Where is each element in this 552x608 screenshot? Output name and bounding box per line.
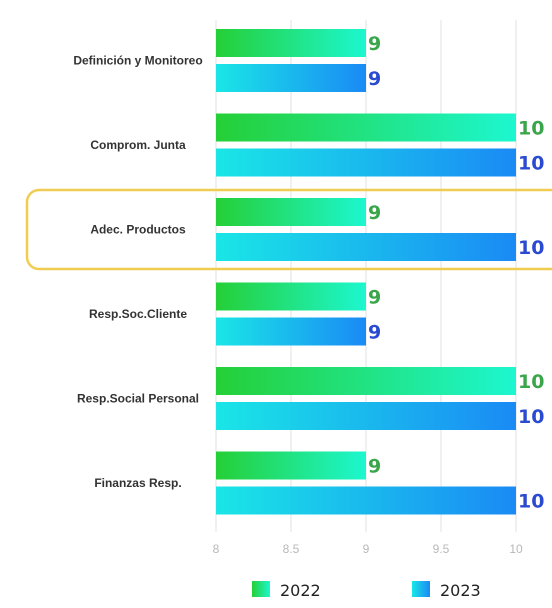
value-label-2022-definicion-y-monitoreo: 9 (368, 33, 381, 55)
value-label-2023-resp-soc-cliente: 9 (368, 322, 381, 344)
highlight-layer (25, 188, 552, 271)
x-tick-label: 9.5 (433, 542, 450, 556)
value-labels: 9 9 10 10 9 10 9 9 10 10 9 10 (368, 33, 544, 513)
bar-2023-finanzas-resp (216, 486, 516, 515)
bar-2023-resp-soc-cliente (216, 317, 366, 346)
bar-2023-adec-productos (216, 233, 516, 261)
x-tick-label: 10 (509, 542, 523, 556)
value-label-2023-resp-social-personal: 10 (518, 406, 544, 428)
bar-2023-resp-social-personal (216, 402, 516, 430)
legend-label-2022: 2022 (280, 581, 321, 600)
bar-2022-resp-soc-cliente (216, 282, 366, 311)
value-label-2023-finanzas-resp: 10 (518, 491, 544, 513)
legend: 2022 2023 (252, 581, 481, 600)
bars-layer (216, 29, 516, 515)
category-labels: Definición y Monitoreo Comprom. Junta Adec… (73, 54, 202, 491)
category-label-comprom-junta: Comprom. Junta (90, 138, 186, 152)
bar-2022-adec-productos (216, 198, 366, 226)
category-label-adec-productos: Adec. Productos (90, 223, 186, 237)
value-label-2023-definicion-y-monitoreo: 9 (368, 68, 381, 90)
x-axis-ticks: 8 8.5 9 9.5 10 (213, 542, 523, 556)
grid-lines (215, 20, 517, 532)
value-label-2023-adec-productos: 10 (518, 237, 544, 259)
highlight-box (25, 188, 552, 271)
bar-2022-comprom-junta (216, 113, 516, 142)
category-label-definicion-y-monitoreo: Definición y Monitoreo (73, 54, 202, 68)
legend-swatch-2022 (252, 581, 270, 597)
bar-2023-comprom-junta (216, 148, 516, 177)
bar-2023-definicion-y-monitoreo (216, 64, 366, 92)
value-label-2022-finanzas-resp: 9 (368, 456, 381, 478)
x-tick-label: 8 (213, 542, 220, 556)
value-label-2023-comprom-junta: 10 (518, 153, 544, 175)
x-tick-label: 9 (363, 542, 370, 556)
bar-2022-finanzas-resp (216, 451, 366, 480)
value-label-2022-adec-productos: 9 (368, 202, 381, 224)
x-tick-label: 8.5 (283, 542, 300, 556)
value-label-2022-resp-social-personal: 10 (518, 371, 544, 393)
category-label-resp-soc-cliente: Resp.Soc.Cliente (89, 307, 187, 321)
category-label-finanzas-resp: Finanzas Resp. (94, 476, 181, 490)
value-label-2022-comprom-junta: 10 (518, 118, 544, 140)
bar-2022-definicion-y-monitoreo (216, 29, 366, 57)
legend-swatch-2023 (412, 581, 430, 597)
legend-label-2023: 2023 (440, 581, 481, 600)
value-label-2022-resp-soc-cliente: 9 (368, 287, 381, 309)
bar-2022-resp-social-personal (216, 367, 516, 395)
category-label-resp-social-personal: Resp.Social Personal (77, 392, 199, 406)
